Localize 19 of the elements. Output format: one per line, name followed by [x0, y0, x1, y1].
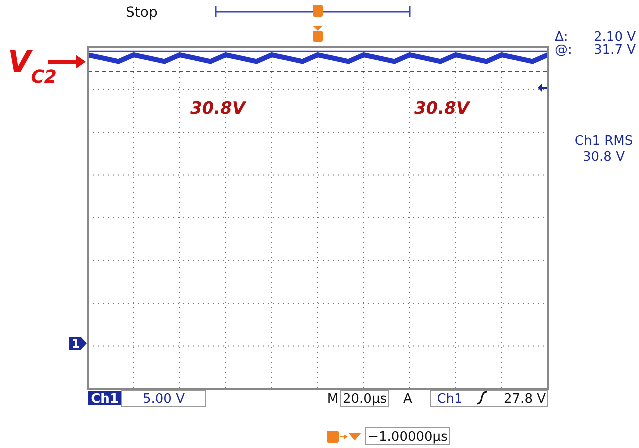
text: 31.7 V [594, 43, 636, 58]
text: Ch1 RMS [574, 134, 634, 149]
text: 5.00 V [143, 392, 186, 407]
text: 20.0µs [343, 392, 388, 407]
text: @: [555, 43, 572, 58]
text: 2.10 V [594, 30, 636, 45]
text: Stop [126, 5, 158, 21]
text: Ch1 [91, 392, 119, 407]
text: 1 [72, 337, 80, 351]
annotation: 30.8V [414, 99, 472, 119]
text: Δ: [555, 30, 568, 45]
text: Ch1 [437, 392, 463, 407]
text: A [404, 392, 413, 407]
text: 27.8 V [504, 392, 546, 407]
text: V$_{C2}$ [8, 45, 57, 88]
annotation: 30.8V [190, 99, 248, 119]
text: M [327, 392, 339, 407]
text: 30.8 V [583, 150, 626, 165]
text: −1.00000µs [368, 430, 448, 445]
